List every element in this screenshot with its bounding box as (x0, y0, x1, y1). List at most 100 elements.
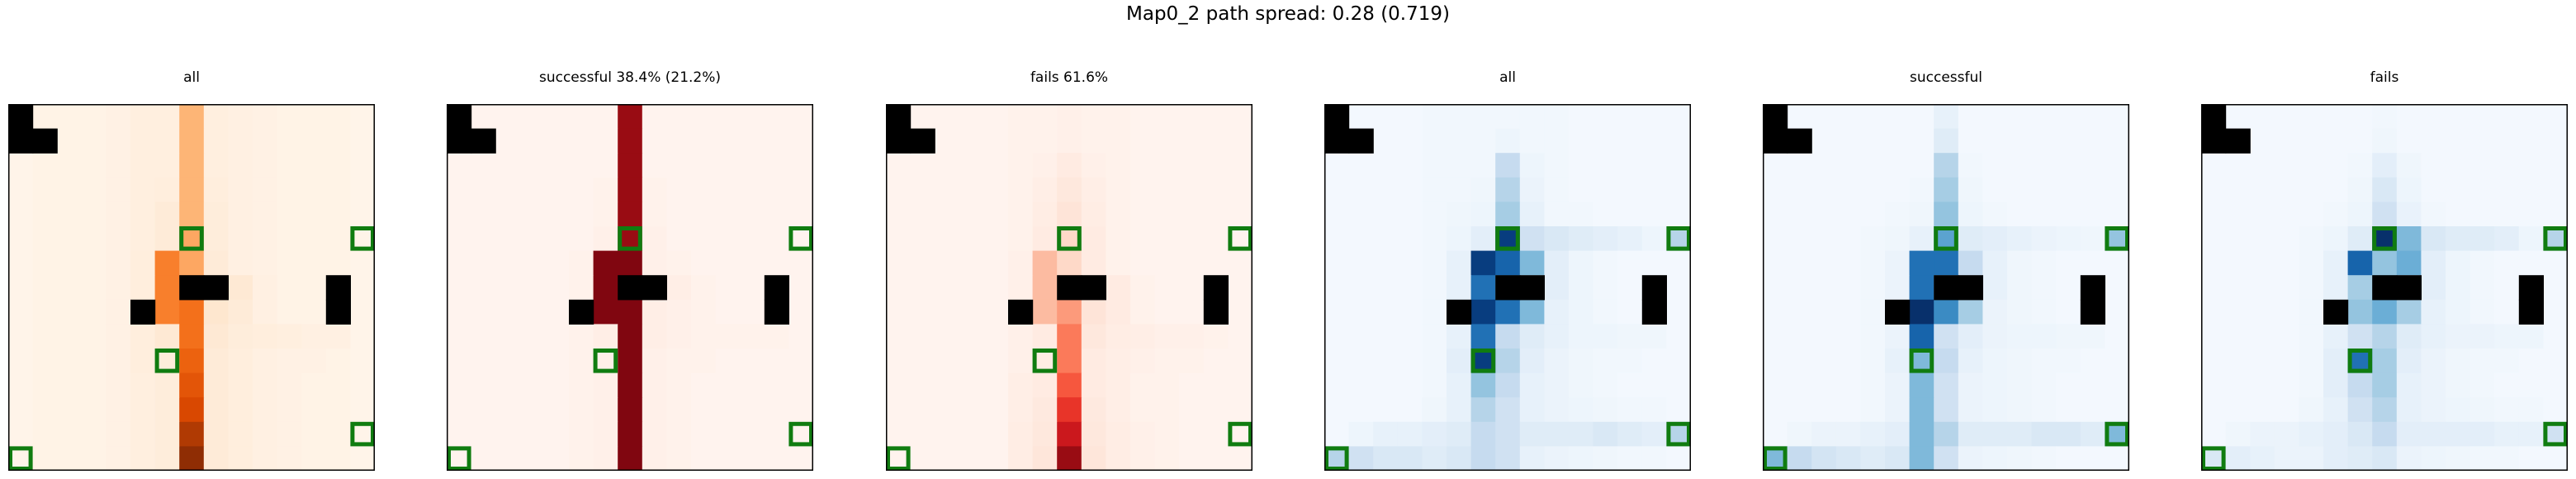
heatmap-cell (1008, 446, 1034, 471)
heatmap-cell (106, 250, 131, 276)
heatmap-cell (593, 104, 618, 130)
heatmap-cell (253, 250, 278, 276)
obstacle-cell (910, 128, 935, 154)
heatmap-cell (2446, 421, 2471, 447)
heatmap-cell (253, 104, 278, 130)
heatmap-cell (788, 349, 813, 374)
heatmap-cell (1519, 421, 1545, 447)
heatmap-cell (2323, 202, 2349, 227)
target-marker (350, 421, 375, 447)
heatmap-cell (1447, 397, 1472, 423)
heatmap-cell (886, 177, 912, 202)
heatmap-cell (886, 372, 912, 398)
heatmap-cell (569, 104, 594, 130)
heatmap-cell (253, 177, 278, 202)
heatmap-cell (1569, 421, 1594, 447)
heatmap-cell (1982, 397, 2008, 423)
heatmap-cell (325, 226, 351, 252)
heatmap-cell (2080, 349, 2105, 374)
heatmap-cell (203, 104, 229, 130)
heatmap-cell (1228, 202, 1252, 227)
heatmap-cell (1179, 299, 1205, 325)
heatmap-cell (301, 372, 327, 398)
heatmap-cell (1666, 324, 1691, 349)
heatmap-cell (740, 299, 765, 325)
heatmap-cell (1422, 202, 1447, 227)
heatmap-cell (8, 250, 34, 276)
heatmap-cell (910, 153, 935, 178)
heatmap-cell (2056, 104, 2081, 130)
heatmap-cell (1032, 299, 1058, 325)
heatmap-cell (1835, 299, 1861, 325)
heatmap-cell (642, 177, 667, 202)
obstacle-cell (642, 275, 667, 301)
heatmap-cell (2421, 250, 2446, 276)
heatmap-cell (1666, 128, 1691, 154)
heatmap-cell (2396, 226, 2422, 252)
heatmap-cell (2446, 349, 2471, 374)
heatmap-cell (1106, 275, 1131, 301)
heatmap-cell (2446, 275, 2471, 301)
heatmap-cell (740, 250, 765, 276)
heatmap-cell (228, 446, 253, 471)
heatmap-cell (642, 153, 667, 178)
heatmap-cell (277, 104, 302, 130)
heatmap-cell (1203, 250, 1229, 276)
heatmap-cell (2031, 128, 2057, 154)
heatmap-cell (1519, 177, 1545, 202)
heatmap-cell (618, 446, 643, 471)
heatmap-cell (325, 202, 351, 227)
heatmap-cell (1081, 226, 1106, 252)
heatmap-cell (2396, 421, 2422, 447)
heatmap-cell (1593, 324, 1618, 349)
heatmap-cell (154, 324, 180, 349)
heatmap-cell (1057, 128, 1082, 154)
heatmap-cell (1544, 421, 1570, 447)
heatmap-cell (618, 421, 643, 447)
heatmap-cell (81, 446, 107, 471)
heatmap-cell (32, 446, 58, 471)
heatmap-cell (519, 299, 545, 325)
target-marker (788, 421, 813, 447)
panel-title: all (183, 69, 200, 86)
panel-5: successful (1763, 64, 2129, 471)
heatmap-cell (1154, 128, 1180, 154)
obstacle-cell (1885, 299, 1911, 325)
heatmap-cell (715, 372, 741, 398)
heatmap-cell (447, 299, 472, 325)
heatmap-cell (691, 324, 717, 349)
heatmap-cell (1373, 128, 1399, 154)
heatmap-cell (544, 349, 570, 374)
heatmap-cell (1470, 299, 1496, 325)
obstacle-cell (447, 104, 472, 130)
heatmap-cell (301, 446, 327, 471)
heatmap-cell (2274, 421, 2299, 447)
heatmap-cell (1593, 202, 1618, 227)
heatmap-cell (325, 397, 351, 423)
heatmap-cell (1641, 177, 1667, 202)
heatmap-cell (1106, 349, 1131, 374)
heatmap-cell (1470, 372, 1496, 398)
heatmap-cell (1008, 275, 1034, 301)
heatmap-cell (983, 299, 1009, 325)
heatmap-cell (1373, 299, 1399, 325)
heatmap-cell (447, 177, 472, 202)
heatmap-cell (764, 104, 789, 130)
heatmap-cell (495, 349, 521, 374)
heatmap-cell (203, 128, 229, 154)
heatmap-cell (81, 153, 107, 178)
heatmap-cell (2446, 324, 2471, 349)
heatmap-cell (228, 104, 253, 130)
heatmap-cell (154, 177, 180, 202)
heatmap-cell (471, 275, 496, 301)
heatmap-cell (740, 128, 765, 154)
heatmap-cell (1032, 226, 1058, 252)
heatmap-cell (1106, 250, 1131, 276)
heatmap-cell (1057, 202, 1082, 227)
heatmap-cell (1519, 397, 1545, 423)
heatmap-cell (253, 397, 278, 423)
heatmap-cell (1373, 153, 1399, 178)
heatmap-cell (1373, 421, 1399, 447)
heatmap-cell (2274, 128, 2299, 154)
heatmap-cell (983, 104, 1009, 130)
